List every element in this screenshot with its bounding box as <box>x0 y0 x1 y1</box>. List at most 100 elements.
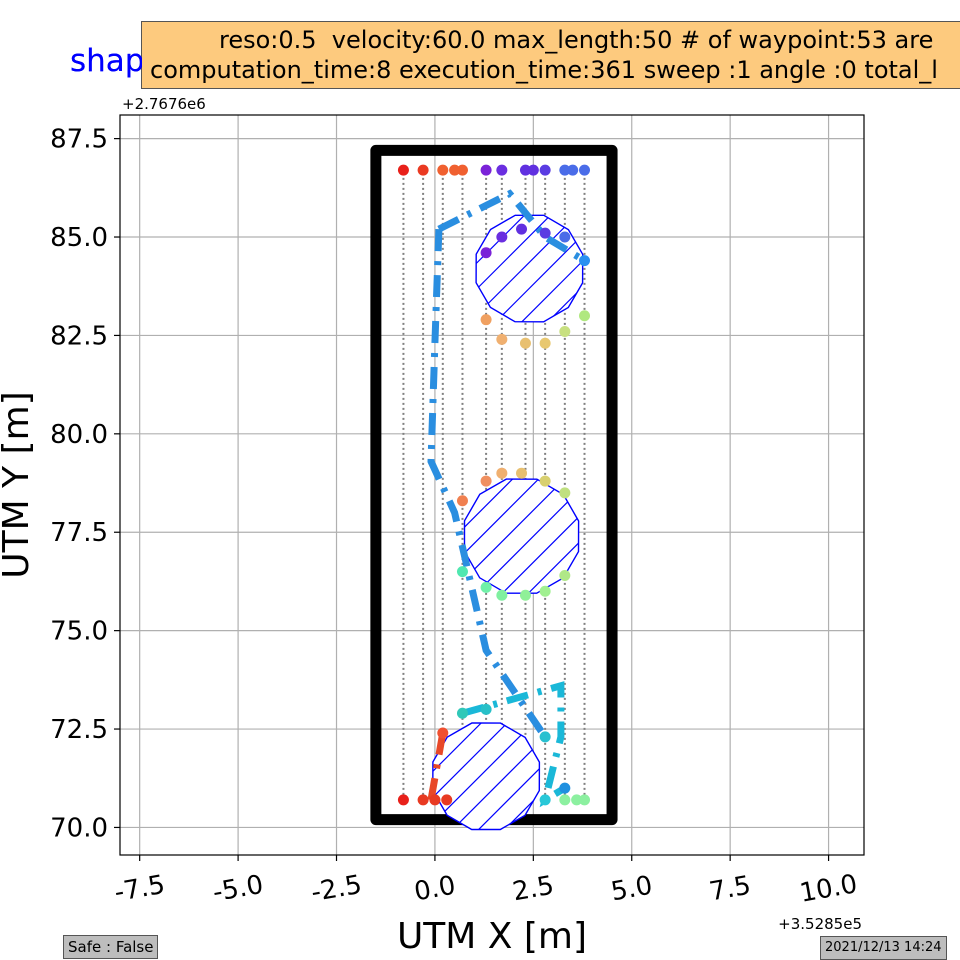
timestamp-badge: 2021/12/13 14:24 <box>820 936 947 960</box>
info-box: reso:0.5 velocity:60.0 max_length:50 # o… <box>141 21 960 89</box>
waypoint-marker <box>559 487 571 499</box>
route-segment <box>427 732 447 801</box>
obstacle <box>432 722 541 831</box>
waypoint-marker <box>441 794 453 806</box>
waypoint-marker <box>429 794 441 806</box>
waypoint-marker <box>516 223 528 235</box>
waypoint-marker <box>579 164 591 176</box>
hatch-line <box>432 723 494 830</box>
waypoint-marker <box>397 164 409 176</box>
waypoint-marker <box>449 164 461 176</box>
hatch-line <box>476 215 537 322</box>
waypoint-marker <box>417 164 429 176</box>
waypoint-marker <box>539 337 551 349</box>
waypoint-marker <box>579 255 591 267</box>
y-tick-label: 82.5 <box>50 321 108 351</box>
waypoint-marker <box>480 247 492 259</box>
hatch-line <box>464 479 551 594</box>
waypoint-marker <box>516 467 528 479</box>
waypoint-marker <box>519 589 531 601</box>
waypoint-marker <box>567 164 579 176</box>
route-segment <box>427 228 548 739</box>
x-tick-label: -7.5 <box>112 870 167 908</box>
waypoint-marker <box>519 337 531 349</box>
y-tick-label: 85.0 <box>50 223 108 253</box>
hatch-line <box>466 723 540 830</box>
waypoints <box>397 164 591 806</box>
waypoint-marker <box>456 566 468 578</box>
y-tick-label: 75.0 <box>50 617 108 647</box>
waypoint-marker <box>559 164 571 176</box>
x-offset-label: +3.5285e5 <box>778 915 862 933</box>
hatch-line <box>483 215 583 322</box>
waypoint-marker <box>397 794 409 806</box>
hatch-line <box>464 479 525 594</box>
waypoint-marker <box>519 164 531 176</box>
x-ticks: -7.5 -5.0 -2.5 0.0 2.5 5.0 7.5 10.0 <box>112 855 860 909</box>
y-tick-label: 72.5 <box>50 715 108 745</box>
waypoint-marker <box>496 333 508 345</box>
waypoint-marker <box>579 310 591 322</box>
y-tick-label: 87.5 <box>50 125 108 155</box>
figure-title-visible-part: shapefiles_obs <box>70 43 142 79</box>
waypoint-marker <box>480 475 492 487</box>
hatch-line <box>509 215 583 322</box>
route-segment <box>437 189 587 264</box>
hatch-line <box>432 723 520 830</box>
waypoint-marker <box>417 794 429 806</box>
info-line-2: computation_time:8 execution_time:361 sw… <box>150 56 938 84</box>
waypoint-marker <box>496 467 508 479</box>
waypoint-marker <box>480 314 492 326</box>
hatch-line <box>489 479 579 594</box>
waypoint-marker <box>437 164 449 176</box>
route-paths <box>427 189 587 808</box>
obstacle <box>475 214 584 323</box>
route-segment <box>461 681 567 808</box>
x-tick-label: 0.0 <box>412 871 458 908</box>
info-line-1: reso:0.5 velocity:60.0 max_length:50 # o… <box>219 26 934 54</box>
waypoint-marker <box>559 782 571 794</box>
waypoint-marker <box>496 231 508 243</box>
waypoint-marker <box>456 164 468 176</box>
hatch-line <box>440 723 540 830</box>
y-axis-label: UTM Y [m] <box>0 391 37 578</box>
waypoint-marker <box>559 570 571 582</box>
waypoint-marker <box>527 164 539 176</box>
x-tick-label: -5.0 <box>211 870 266 908</box>
waypoint-marker <box>539 227 551 239</box>
y-tick-label: 70.0 <box>50 813 108 843</box>
waypoint-marker <box>539 585 551 597</box>
x-axis-label: UTM X [m] <box>397 916 587 957</box>
hatch-line <box>515 479 579 594</box>
hatch-line <box>476 215 563 322</box>
waypoint-marker <box>496 164 508 176</box>
waypoint-marker <box>539 164 551 176</box>
waypoint-marker <box>456 495 468 507</box>
y-ticks: 70.0 72.5 75.0 77.5 80.0 82.5 85.0 87.5 <box>50 125 120 843</box>
hatch-line <box>535 215 583 322</box>
hatch-line <box>492 723 540 830</box>
y-tick-label: 80.0 <box>50 420 108 450</box>
waypoint-marker <box>480 581 492 593</box>
waypoint-marker <box>579 794 591 806</box>
x-tick-label: 10.0 <box>797 869 859 909</box>
waypoint-marker <box>480 164 492 176</box>
waypoint-marker <box>559 794 571 806</box>
waypoint-marker <box>559 325 571 337</box>
waypoint-marker <box>480 703 492 715</box>
waypoint-marker <box>539 794 551 806</box>
waypoint-marker <box>437 727 449 739</box>
waypoint-marker <box>559 231 571 243</box>
hatch-line <box>464 479 577 594</box>
y-tick-label: 77.5 <box>50 518 108 548</box>
x-tick-label: -2.5 <box>309 870 364 908</box>
x-tick-label: 7.5 <box>707 871 753 908</box>
waypoint-marker <box>571 794 583 806</box>
x-tick-label: 2.5 <box>510 871 556 908</box>
waypoint-marker <box>539 475 551 487</box>
y-offset-label: +2.7676e6 <box>122 95 206 113</box>
waypoint-marker <box>456 707 468 719</box>
waypoint-marker <box>496 589 508 601</box>
waypoint-marker <box>539 731 551 743</box>
